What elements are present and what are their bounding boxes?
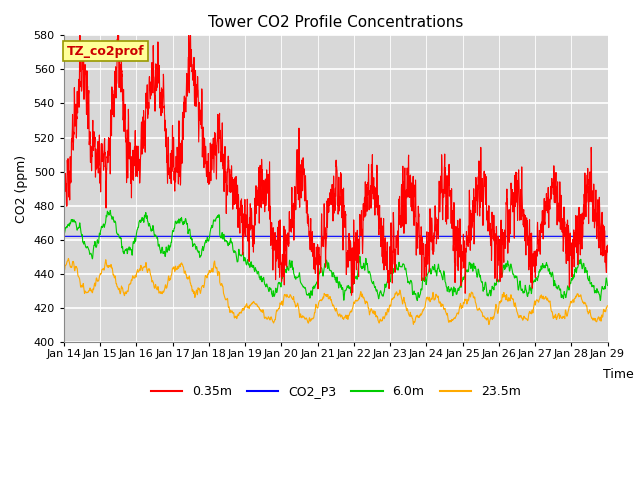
6.0m <box>604 283 611 288</box>
23.5m <box>593 317 601 323</box>
23.5m <box>269 318 276 324</box>
0.35m <box>348 292 355 298</box>
CO2_P3 <box>534 233 542 239</box>
6.0m <box>535 273 543 278</box>
6.0m <box>292 276 300 281</box>
Line: 0.35m: 0.35m <box>64 36 607 295</box>
6.0m <box>269 294 276 300</box>
CO2_P3 <box>154 233 162 239</box>
0.35m <box>122 138 130 144</box>
0.35m <box>593 210 601 216</box>
6.0m <box>106 207 114 213</box>
CO2_P3 <box>604 233 611 239</box>
6.0m <box>154 243 162 249</box>
23.5m <box>154 285 162 291</box>
CO2_P3 <box>60 233 68 239</box>
23.5m <box>485 322 493 327</box>
0.35m <box>604 242 611 248</box>
0.35m <box>60 187 68 192</box>
Text: TZ_co2prof: TZ_co2prof <box>67 45 144 58</box>
23.5m <box>60 264 68 270</box>
0.35m <box>76 33 84 38</box>
Y-axis label: CO2 (ppm): CO2 (ppm) <box>15 155 28 223</box>
6.0m <box>60 224 68 229</box>
CO2_P3 <box>122 233 130 239</box>
23.5m <box>65 256 72 262</box>
Line: 23.5m: 23.5m <box>64 259 607 324</box>
Line: 6.0m: 6.0m <box>64 210 607 300</box>
Title: Tower CO2 Profile Concentrations: Tower CO2 Profile Concentrations <box>208 15 463 30</box>
23.5m <box>535 300 543 305</box>
CO2_P3 <box>268 233 276 239</box>
Legend: 0.35m, CO2_P3, 6.0m, 23.5m: 0.35m, CO2_P3, 6.0m, 23.5m <box>146 380 525 403</box>
X-axis label: Time: Time <box>603 368 634 381</box>
0.35m <box>154 71 162 77</box>
6.0m <box>122 247 130 253</box>
0.35m <box>269 245 276 251</box>
6.0m <box>413 298 421 303</box>
23.5m <box>122 290 130 296</box>
0.35m <box>535 237 543 242</box>
23.5m <box>292 303 300 309</box>
6.0m <box>593 287 601 292</box>
CO2_P3 <box>292 233 300 239</box>
CO2_P3 <box>593 233 601 239</box>
23.5m <box>604 303 611 309</box>
0.35m <box>292 197 300 203</box>
